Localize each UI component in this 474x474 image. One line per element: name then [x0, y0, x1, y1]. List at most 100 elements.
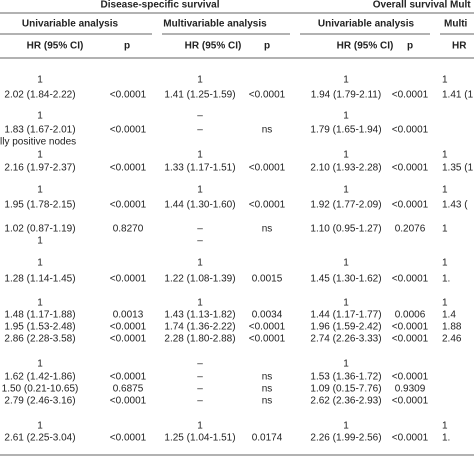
cell: 1	[37, 359, 43, 370]
group-header: Overall survival	[373, 0, 448, 11]
group-header: Disease-specific survival	[101, 0, 220, 11]
cell: 1.62 (1.42-1.86)	[4, 372, 75, 383]
analysis-header: Multivariable analysis	[163, 19, 267, 30]
cell: 0.2076	[395, 224, 426, 235]
cell: <0.0001	[110, 274, 147, 285]
cell: 1.96 (1.59-2.42)	[310, 322, 381, 333]
cell: 1.44 (1.30-1.60)	[164, 200, 235, 211]
cell: 1	[343, 150, 349, 161]
cell: 2.02 (1.84-2.22)	[4, 90, 75, 101]
group-header: Mult	[450, 0, 471, 11]
cell: 2.61 (2.25-3.04)	[4, 433, 75, 444]
cell: <0.0001	[392, 322, 429, 333]
column-header: HR (95% CI)	[337, 41, 394, 52]
cell: ns	[262, 372, 273, 383]
column-header: HR (95% CI)	[27, 41, 84, 52]
cell: 1	[442, 185, 448, 196]
cell: 1	[37, 150, 43, 161]
cell: 1	[37, 185, 43, 196]
cell: –	[197, 384, 203, 395]
cell: 1.43 (1.13-1.82)	[164, 310, 235, 321]
analysis-header: Multi	[444, 19, 468, 30]
cell: 1.33 (1.17-1.51)	[164, 163, 235, 174]
cell: 1.74 (1.36-2.22)	[164, 322, 235, 333]
cell: 1.02 (0.87-1.19)	[4, 224, 75, 235]
cell: 0.0034	[252, 310, 283, 321]
cell: 1.53 (1.36-1.72)	[310, 372, 381, 383]
cell: 1	[343, 421, 349, 432]
cell: <0.0001	[392, 372, 429, 383]
cell: 1.4	[442, 310, 456, 321]
cell: <0.0001	[110, 334, 147, 345]
cell: 1.44 (1.17-1.77)	[310, 310, 381, 321]
analysis-header: Univariable analysis	[22, 19, 119, 30]
cell: <0.0001	[110, 322, 147, 333]
cell: 1.41 (1.25-1.59)	[164, 90, 235, 101]
column-header: p	[407, 41, 413, 52]
cell: 1.92 (1.77-2.09)	[310, 200, 381, 211]
cell: 2.26 (1.99-2.56)	[310, 433, 381, 444]
cell: 1	[37, 421, 43, 432]
cell: 1	[343, 359, 349, 370]
cell: <0.0001	[392, 433, 429, 444]
cell: 1	[37, 258, 43, 269]
analysis-header: Univariable analysis	[318, 19, 415, 30]
cell: ns	[262, 125, 273, 136]
cell: <0.0001	[392, 163, 429, 174]
cell: 1	[442, 150, 448, 161]
cell: <0.0001	[249, 334, 286, 345]
cell: <0.0001	[392, 396, 429, 407]
cell: <0.0001	[392, 200, 429, 211]
column-header: HR (95% CI)	[185, 41, 242, 52]
cell: <0.0001	[110, 433, 147, 444]
column-header: HR	[452, 41, 467, 52]
cell: 2.16 (1.97-2.37)	[4, 163, 75, 174]
cell: <0.0001	[392, 274, 429, 285]
cell: 1	[343, 185, 349, 196]
cell: 1	[197, 421, 203, 432]
cell: <0.0001	[249, 90, 286, 101]
cell: ns	[262, 396, 273, 407]
cell: 2.86 (2.28-3.58)	[4, 334, 75, 345]
cell: 1	[37, 236, 43, 247]
cell: 1.45 (1.30-1.62)	[310, 274, 381, 285]
cell: 1	[442, 421, 448, 432]
cell: 1	[343, 258, 349, 269]
cell: 2.62 (2.36-2.93)	[310, 396, 381, 407]
cell: 1	[37, 111, 43, 122]
cell: –	[197, 236, 203, 247]
cell: –	[197, 125, 203, 136]
cell: 0.0013	[113, 310, 144, 321]
cell: 1.	[442, 274, 450, 285]
cell: 1.95 (1.78-2.15)	[4, 200, 75, 211]
cell: <0.0001	[110, 163, 147, 174]
cell: 1	[343, 75, 349, 86]
cell: 1.50 (0.21-10.65)	[2, 384, 79, 395]
cell: 1	[442, 224, 448, 235]
cell: 1.	[442, 433, 450, 444]
cell: 1	[343, 111, 349, 122]
cell: 1.83 (1.67-2.01)	[4, 125, 75, 136]
cell: <0.0001	[392, 90, 429, 101]
cell: –	[197, 396, 203, 407]
cell: –	[197, 111, 203, 122]
cell: 1.95 (1.53-2.48)	[4, 322, 75, 333]
cell: <0.0001	[110, 200, 147, 211]
cell: ns	[262, 224, 273, 235]
cell: 0.0006	[395, 310, 426, 321]
cell: <0.0001	[392, 125, 429, 136]
cell: 2.28 (1.80-2.88)	[164, 334, 235, 345]
cell: 1.28 (1.14-1.45)	[4, 274, 75, 285]
cell: <0.0001	[249, 322, 286, 333]
cell: 2.79 (2.46-3.16)	[4, 396, 75, 407]
cell: 1.48 (1.17-1.88)	[4, 310, 75, 321]
cell: <0.0001	[110, 125, 147, 136]
cell: 1	[197, 185, 203, 196]
column-header: p	[264, 41, 270, 52]
cell: 1.79 (1.65-1.94)	[310, 125, 381, 136]
cell: <0.0001	[249, 200, 286, 211]
cell: <0.0001	[110, 396, 147, 407]
cell: 0.0015	[252, 274, 283, 285]
cell: –	[197, 372, 203, 383]
